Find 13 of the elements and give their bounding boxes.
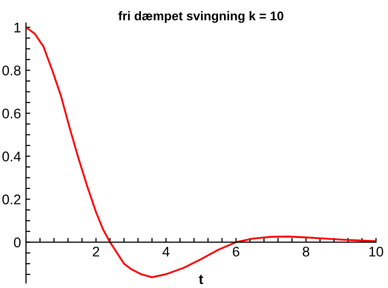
x-tick-label: 8	[302, 246, 310, 257]
y-tick-label: 0.4	[2, 152, 21, 162]
chart-title: fri dæmpet svingning k = 10	[118, 11, 284, 23]
x-axis-title: t	[198, 274, 204, 284]
x-tick-label: 10	[369, 246, 384, 257]
y-tick-label: 0.8	[2, 66, 21, 76]
y-tick-label: 0.2	[2, 194, 20, 204]
x-tick-label: 6	[232, 246, 240, 257]
y-tick-label: 1	[14, 22, 20, 32]
y-tick-label: 0.6	[2, 108, 21, 118]
x-tick-label: 4	[162, 246, 170, 256]
y-tick-label: 0	[14, 238, 21, 248]
x-tick-label: 2	[92, 246, 100, 256]
